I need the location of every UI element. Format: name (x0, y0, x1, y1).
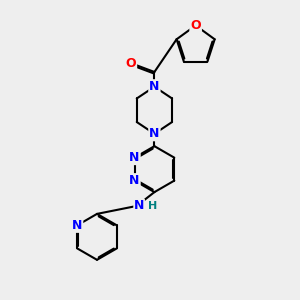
Text: N: N (149, 80, 160, 93)
Text: H: H (148, 201, 158, 211)
Text: O: O (190, 19, 201, 32)
Text: N: N (134, 200, 144, 212)
Text: N: N (129, 174, 140, 187)
Text: N: N (149, 127, 160, 140)
Text: N: N (129, 151, 140, 164)
Text: O: O (125, 57, 136, 70)
Text: N: N (72, 219, 82, 232)
